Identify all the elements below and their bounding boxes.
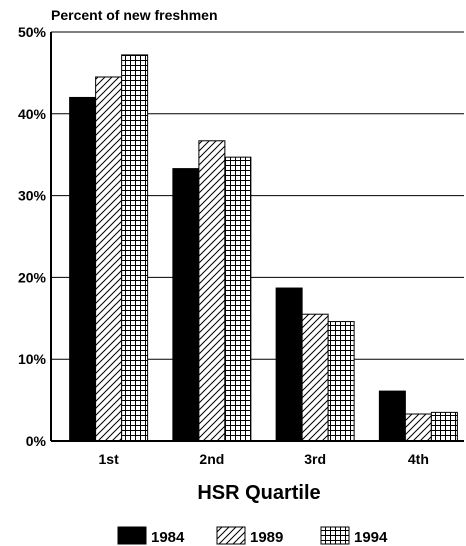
bar-1989-4th [404,413,432,442]
y-tick-label-50: 50% [18,24,47,40]
legend-label-1984: 1984 [151,529,185,546]
y-tick-label-40: 40% [18,106,47,122]
bar-1994-1st [121,54,149,442]
bar-1989-3rd [301,313,329,442]
x-tick-label-4th: 4th [408,451,429,467]
bars [69,54,458,442]
x-tick-label-3rd: 3rd [304,451,326,467]
legend: 1984 1989 1994 [117,526,388,546]
y-tick-label-20: 20% [18,269,47,285]
y-tick-label-10: 10% [18,351,47,367]
bar-1984-2nd [172,168,200,442]
legend-swatch-1989 [216,526,246,545]
x-axis-title: HSR Quartile [197,482,320,504]
bar-1994-2nd [224,156,252,442]
legend-label-1989: 1989 [250,529,283,546]
legend-swatch-1984 [117,526,147,545]
y-tick-label-0: 0% [26,433,47,449]
legend-swatch-1994 [320,526,350,545]
bar-1994-3rd [327,321,355,442]
bar-1984-4th [378,390,406,442]
axes [50,32,464,442]
y-axis-title: Percent of new freshmen [51,7,218,23]
x-tick-label-2nd: 2nd [199,451,224,467]
bar-1984-1st [69,96,97,442]
legend-label-1994: 1994 [354,529,388,546]
bar-1989-2nd [198,140,226,442]
bar-1989-1st [95,76,123,442]
bar-1984-3rd [275,287,303,442]
bar-1994-4th [430,411,458,442]
y-tick-labels: 0% 10% 20% 30% 40% 50% [18,24,47,449]
y-tick-label-30: 30% [18,188,47,204]
x-tick-label-1st: 1st [99,451,120,467]
x-tick-labels: 1st 2nd 3rd 4th [99,451,429,467]
